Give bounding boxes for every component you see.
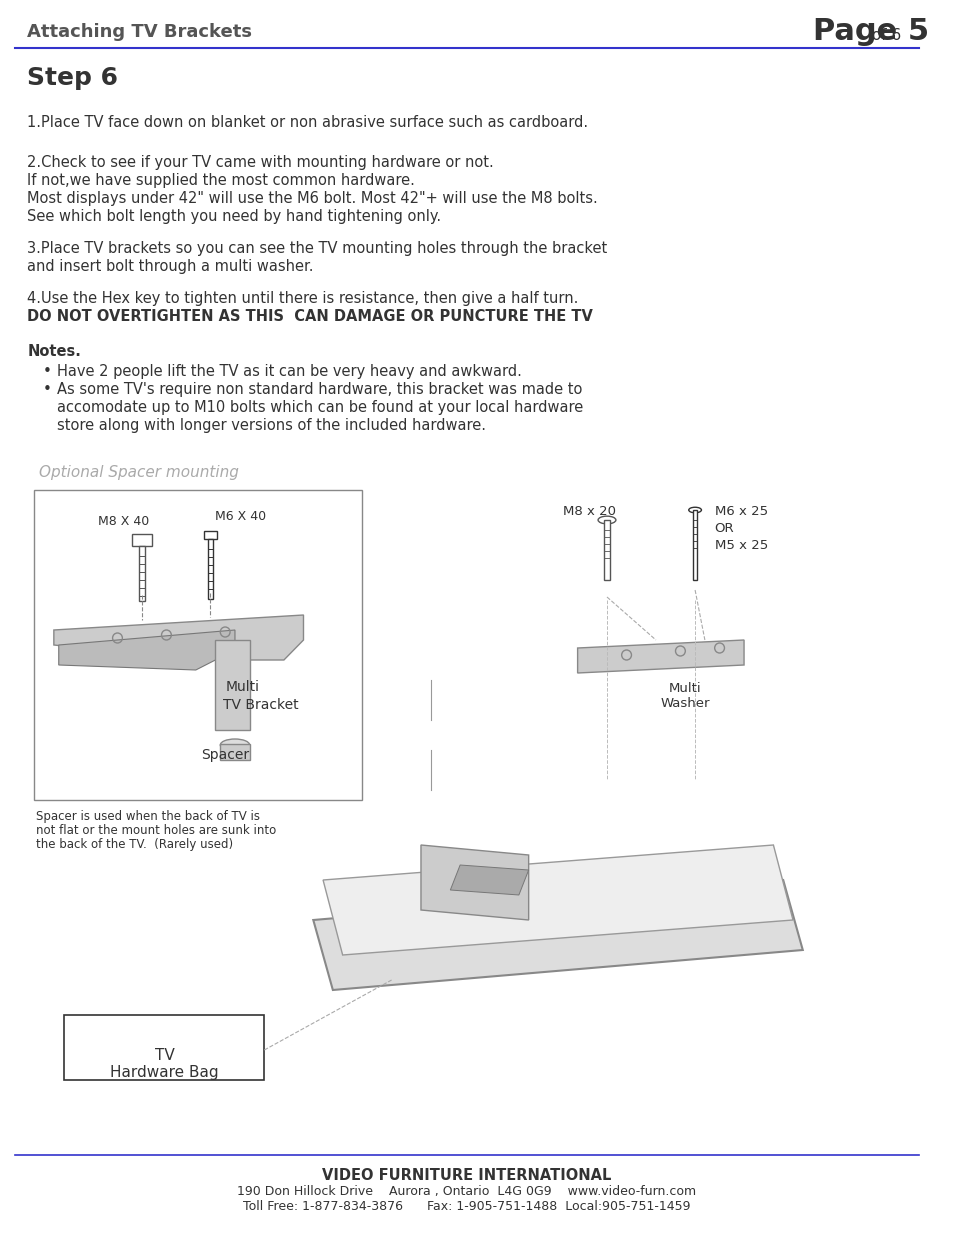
Ellipse shape <box>688 508 700 513</box>
FancyBboxPatch shape <box>64 1015 264 1079</box>
Bar <box>215 640 250 730</box>
Bar <box>692 510 697 580</box>
Text: Have 2 people lift the TV as it can be very heavy and awkward.: Have 2 people lift the TV as it can be v… <box>57 364 521 379</box>
Polygon shape <box>420 845 528 920</box>
Text: TV Bracket: TV Bracket <box>223 698 298 713</box>
Text: As some TV's require non standard hardware, this bracket was made to: As some TV's require non standard hardwa… <box>57 382 581 396</box>
Bar <box>203 531 217 538</box>
Polygon shape <box>450 864 528 895</box>
Text: OR: OR <box>714 522 734 535</box>
Text: Step 6: Step 6 <box>28 65 118 90</box>
Text: Spacer is used when the back of TV is: Spacer is used when the back of TV is <box>36 810 260 823</box>
Text: 1.Place TV face down on blanket or non abrasive surface such as cardboard.: 1.Place TV face down on blanket or non a… <box>28 115 588 130</box>
Polygon shape <box>323 845 792 955</box>
Text: Optional Spacer mounting: Optional Spacer mounting <box>39 466 239 480</box>
Bar <box>603 520 609 580</box>
Text: •: • <box>43 382 51 396</box>
Ellipse shape <box>220 739 250 751</box>
Polygon shape <box>313 881 801 990</box>
Text: 4.Use the Hex key to tighten until there is resistance, then give a half turn.: 4.Use the Hex key to tighten until there… <box>28 291 578 306</box>
Polygon shape <box>59 630 234 671</box>
Bar <box>132 535 152 546</box>
Text: Attaching TV Brackets: Attaching TV Brackets <box>28 23 253 41</box>
Text: and insert bolt through a multi washer.: and insert bolt through a multi washer. <box>28 259 314 274</box>
Text: Most displays under 42" will use the M6 bolt. Most 42"+ will use the M8 bolts.: Most displays under 42" will use the M6 … <box>28 191 598 206</box>
Text: 2.Check to see if your TV came with mounting hardware or not.: 2.Check to see if your TV came with moun… <box>28 156 494 170</box>
Text: M6 x 25: M6 x 25 <box>714 505 767 517</box>
FancyBboxPatch shape <box>34 490 362 800</box>
Polygon shape <box>53 615 303 659</box>
Text: Multi
Washer: Multi Washer <box>659 682 709 710</box>
Text: VIDEO FURNITURE INTERNATIONAL: VIDEO FURNITURE INTERNATIONAL <box>322 1168 611 1183</box>
Text: 3.Place TV brackets so you can see the TV mounting holes through the bracket: 3.Place TV brackets so you can see the T… <box>28 241 607 256</box>
Bar <box>208 538 213 599</box>
Bar <box>138 546 145 600</box>
Text: See which bolt length you need by hand tightening only.: See which bolt length you need by hand t… <box>28 209 441 224</box>
Text: the back of the TV.  (Rarely used): the back of the TV. (Rarely used) <box>36 839 233 851</box>
Text: M5 x 25: M5 x 25 <box>714 538 767 552</box>
Text: If not,we have supplied the most common hardware.: If not,we have supplied the most common … <box>28 173 415 188</box>
Text: M8 x 20: M8 x 20 <box>562 505 616 517</box>
Text: not flat or the mount holes are sunk into: not flat or the mount holes are sunk int… <box>36 824 276 837</box>
Text: store along with longer versions of the included hardware.: store along with longer versions of the … <box>57 417 485 433</box>
Bar <box>220 743 250 760</box>
Text: of 6: of 6 <box>866 28 901 43</box>
Text: •: • <box>43 364 51 379</box>
Text: Toll Free: 1-877-834-3876      Fax: 1-905-751-1488  Local:905-751-1459: Toll Free: 1-877-834-3876 Fax: 1-905-751… <box>243 1200 690 1213</box>
Text: M6 X 40: M6 X 40 <box>215 510 266 522</box>
Text: Page 5: Page 5 <box>812 17 927 47</box>
Text: Spacer: Spacer <box>200 748 249 762</box>
Text: 190 Don Hillock Drive    Aurora , Ontario  L4G 0G9    www.video-furn.com: 190 Don Hillock Drive Aurora , Ontario L… <box>237 1186 696 1198</box>
Polygon shape <box>577 640 743 673</box>
Text: DO NOT OVERTIGHTEN AS THIS  CAN DAMAGE OR PUNCTURE THE TV: DO NOT OVERTIGHTEN AS THIS CAN DAMAGE OR… <box>28 309 593 324</box>
Text: M8 X 40: M8 X 40 <box>98 515 149 529</box>
Text: Multi: Multi <box>225 680 259 694</box>
Text: Notes.: Notes. <box>28 345 81 359</box>
Text: TV
Hardware Bag: TV Hardware Bag <box>110 1049 218 1081</box>
Text: accomodate up to M10 bolts which can be found at your local hardware: accomodate up to M10 bolts which can be … <box>57 400 582 415</box>
Ellipse shape <box>598 516 616 524</box>
